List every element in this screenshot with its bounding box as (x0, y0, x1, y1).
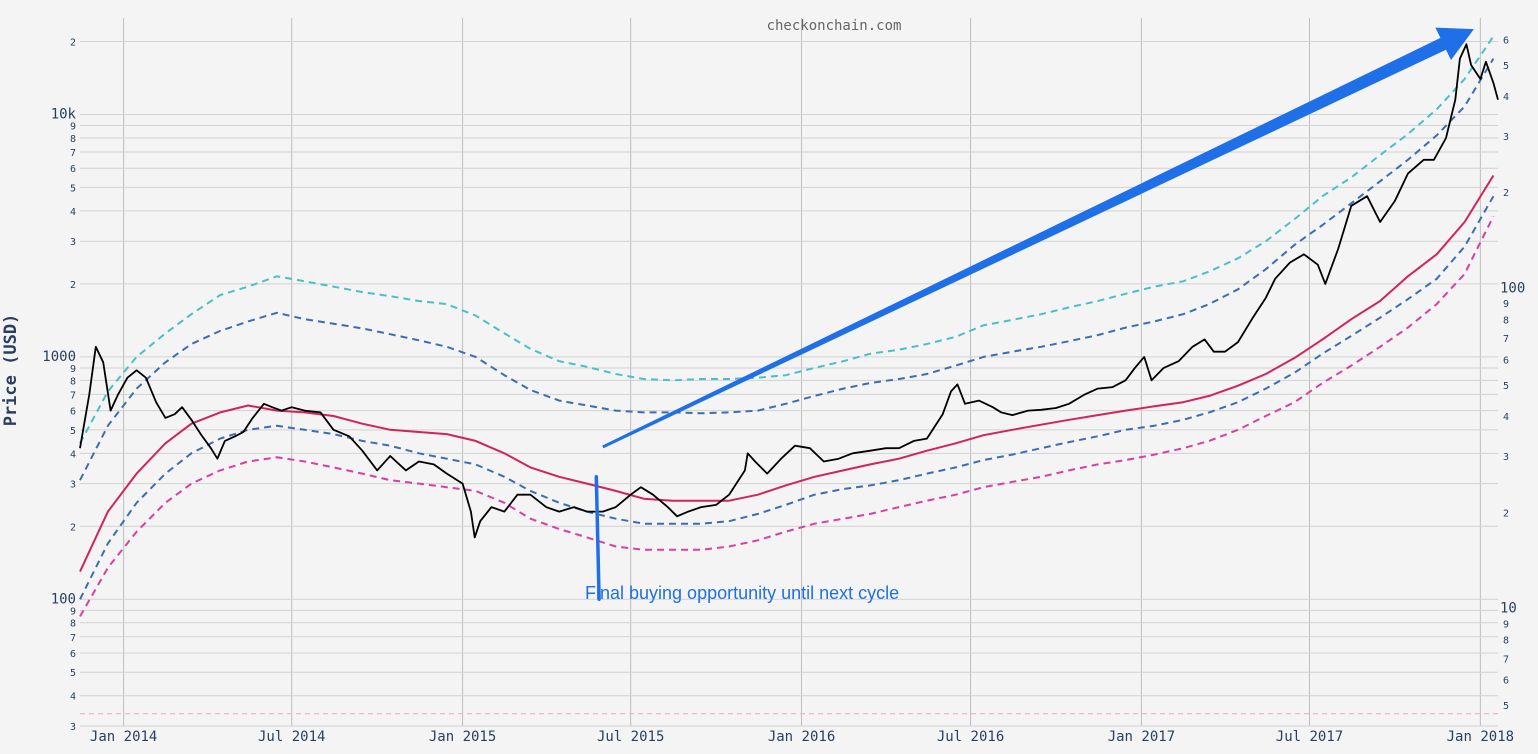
y-tick-label: 2 (70, 280, 76, 291)
y-tick-label: 2 (70, 37, 76, 48)
y-tick-label: 3 (70, 722, 76, 733)
y2-tick-label: 100 (1500, 281, 1525, 297)
band-line-0 (79, 35, 1495, 444)
gridlines (80, 18, 1498, 727)
y-tick-label: 5 (70, 183, 76, 194)
x-tick-label: Jan 2018 (1447, 729, 1514, 745)
y2-tick-label: 7 (1503, 654, 1509, 665)
y2-tick-label: 9 (1503, 299, 1509, 310)
marker-line (594, 475, 601, 602)
y2-tick-label: 8 (1503, 636, 1509, 647)
x-tick-label: Jul 2017 (1276, 729, 1343, 745)
y2-tick-label: 9 (1503, 619, 1509, 630)
band-line-3 (79, 195, 1495, 600)
y2-tick-label: 8 (1503, 316, 1509, 327)
x-tick-label: Jul 2016 (937, 729, 1004, 745)
y2-tick-label: 5 (1503, 381, 1509, 392)
x-tick-label: Jul 2014 (258, 729, 325, 745)
y-tick-label: 3 (70, 237, 76, 248)
x-tick-label: Jan 2017 (1108, 729, 1175, 745)
y2-tick-label: 3 (1503, 452, 1509, 463)
y-tick-label: 100 (51, 591, 76, 607)
y-tick-label: 6 (70, 164, 76, 175)
y2-tick-label: 3 (1503, 132, 1509, 143)
y-tick-label: 7 (70, 633, 76, 644)
y-tick-label: 9 (70, 122, 76, 133)
y2-tick-label: 6 (1503, 676, 1509, 687)
y-tick-label: 9 (70, 364, 76, 375)
y-tick-label: 7 (70, 148, 76, 159)
trend-arrow (602, 27, 1474, 449)
y-tick-label: 8 (70, 134, 76, 145)
y2-tick-label: 4 (1503, 92, 1509, 103)
y2-axis-ticks: 5 6 7 8 9 10 2 3 4 5 6 7 8 9 100 2 3 4 5 6 (1500, 35, 1525, 712)
y2-tick-label: 6 (1503, 35, 1509, 46)
series-lines (79, 35, 1499, 617)
y-tick-label: 8 (70, 376, 76, 387)
y2-tick-label: 5 (1503, 701, 1509, 712)
y-tick-label: 4 (70, 207, 76, 218)
y-tick-label: 10k (51, 106, 77, 122)
band-line-1 (79, 58, 1495, 481)
x-tick-label: Jan 2016 (768, 729, 835, 745)
y2-tick-label: 10 (1500, 601, 1517, 617)
y2-tick-label: 2 (1503, 508, 1509, 519)
y-tick-label: 1000 (42, 349, 76, 365)
y-tick-label: 9 (70, 606, 76, 617)
y-tick-label: 6 (70, 649, 76, 660)
y-tick-label: 5 (70, 668, 76, 679)
annotation-arrows (594, 27, 1474, 602)
y-tick-label: 2 (70, 522, 76, 533)
y2-tick-label: 2 (1503, 188, 1509, 199)
y-tick-label: 6 (70, 407, 76, 418)
x-tick-label: Jul 2015 (597, 729, 664, 745)
x-tick-label: Jan 2014 (90, 729, 157, 745)
y-tick-label: 7 (70, 390, 76, 401)
y2-tick-label: 7 (1503, 334, 1509, 345)
x-axis-ticks: Jan 2014 Jul 2014 Jan 2015 Jul 2015 Jan 2016… (90, 729, 1514, 745)
y-tick-label: 8 (70, 619, 76, 630)
y-tick-label: 4 (70, 449, 76, 460)
y-axis-title: Price (USD) (1, 314, 21, 427)
price-line (79, 43, 1499, 539)
annotation-final-buying: Final buying opportunity until next cycl… (585, 583, 899, 603)
x-tick-label: Jan 2015 (429, 729, 496, 745)
y-tick-label: 5 (70, 426, 76, 437)
y2-tick-label: 4 (1503, 412, 1509, 423)
band-line-2 (79, 174, 1495, 573)
y-tick-label: 3 (70, 480, 76, 491)
watermark: checkonchain.com (767, 18, 902, 34)
y2-tick-label: 6 (1503, 356, 1509, 367)
y-tick-label: 4 (70, 692, 76, 703)
y2-tick-label: 5 (1503, 61, 1509, 72)
band-line-4 (79, 215, 1495, 617)
